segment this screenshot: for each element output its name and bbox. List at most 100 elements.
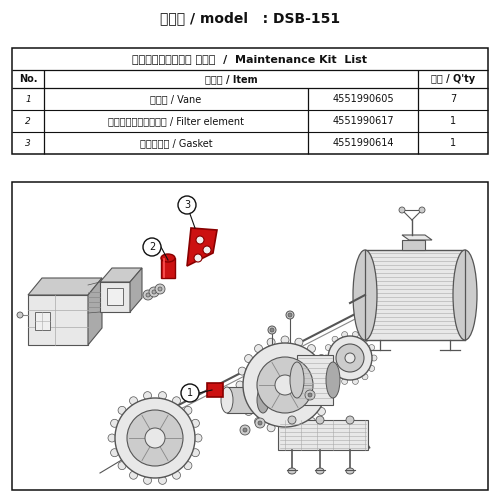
Ellipse shape bbox=[254, 418, 262, 426]
Ellipse shape bbox=[115, 398, 195, 478]
Ellipse shape bbox=[368, 366, 374, 372]
Ellipse shape bbox=[110, 420, 118, 428]
Ellipse shape bbox=[332, 336, 338, 342]
Ellipse shape bbox=[318, 354, 326, 362]
Text: 部品名 / Item: 部品名 / Item bbox=[204, 74, 258, 84]
Ellipse shape bbox=[305, 390, 315, 400]
Ellipse shape bbox=[244, 408, 252, 416]
Polygon shape bbox=[280, 432, 370, 448]
Ellipse shape bbox=[238, 395, 246, 403]
Ellipse shape bbox=[172, 397, 180, 405]
Ellipse shape bbox=[281, 336, 289, 344]
Polygon shape bbox=[28, 278, 102, 295]
Ellipse shape bbox=[326, 366, 332, 372]
Polygon shape bbox=[402, 240, 425, 250]
Ellipse shape bbox=[257, 357, 313, 413]
Polygon shape bbox=[35, 312, 50, 330]
Ellipse shape bbox=[346, 468, 354, 474]
Text: ベーン / Vane: ベーン / Vane bbox=[150, 94, 202, 104]
Text: ガスケット / Gasket: ガスケット / Gasket bbox=[140, 138, 212, 148]
Ellipse shape bbox=[323, 355, 329, 361]
Ellipse shape bbox=[118, 462, 126, 469]
Ellipse shape bbox=[324, 367, 332, 375]
Ellipse shape bbox=[270, 328, 274, 332]
Text: 4551990617: 4551990617 bbox=[332, 116, 394, 126]
Text: 2: 2 bbox=[149, 242, 155, 252]
Ellipse shape bbox=[152, 290, 156, 294]
Ellipse shape bbox=[143, 290, 153, 300]
Ellipse shape bbox=[267, 338, 275, 346]
Text: 3: 3 bbox=[184, 200, 190, 210]
Ellipse shape bbox=[353, 250, 377, 340]
Ellipse shape bbox=[295, 338, 303, 346]
Ellipse shape bbox=[281, 426, 289, 434]
Text: 2: 2 bbox=[25, 116, 31, 126]
Ellipse shape bbox=[258, 421, 262, 425]
Circle shape bbox=[178, 196, 196, 214]
Text: 3: 3 bbox=[25, 138, 31, 147]
Ellipse shape bbox=[336, 344, 364, 372]
Polygon shape bbox=[100, 268, 142, 282]
Ellipse shape bbox=[192, 420, 200, 428]
Ellipse shape bbox=[308, 393, 312, 397]
Ellipse shape bbox=[196, 236, 204, 244]
Ellipse shape bbox=[149, 287, 159, 297]
Text: フィルターエレメント / Filter element: フィルターエレメント / Filter element bbox=[108, 116, 244, 126]
Ellipse shape bbox=[257, 387, 269, 413]
Ellipse shape bbox=[243, 428, 247, 432]
Ellipse shape bbox=[236, 381, 244, 389]
Ellipse shape bbox=[362, 374, 368, 380]
Text: メンテナンスキット リスト  /  Maintenance Kit  List: メンテナンスキット リスト / Maintenance Kit List bbox=[132, 54, 368, 64]
Ellipse shape bbox=[342, 378, 347, 384]
Circle shape bbox=[181, 384, 199, 402]
Ellipse shape bbox=[127, 410, 183, 466]
Ellipse shape bbox=[316, 416, 324, 424]
Ellipse shape bbox=[144, 476, 152, 484]
Ellipse shape bbox=[184, 462, 192, 469]
Text: 7: 7 bbox=[450, 94, 456, 104]
Ellipse shape bbox=[453, 250, 477, 340]
Polygon shape bbox=[227, 387, 263, 413]
Ellipse shape bbox=[240, 425, 250, 435]
Ellipse shape bbox=[368, 344, 374, 350]
Text: 1: 1 bbox=[450, 116, 456, 126]
Ellipse shape bbox=[328, 336, 372, 380]
Polygon shape bbox=[130, 268, 142, 312]
Ellipse shape bbox=[194, 254, 202, 262]
Text: 4551990605: 4551990605 bbox=[332, 94, 394, 104]
Ellipse shape bbox=[419, 207, 425, 213]
Text: 1: 1 bbox=[25, 94, 31, 104]
Ellipse shape bbox=[308, 418, 316, 426]
Ellipse shape bbox=[17, 312, 23, 318]
Polygon shape bbox=[297, 355, 333, 405]
Ellipse shape bbox=[238, 367, 246, 375]
Ellipse shape bbox=[342, 332, 347, 338]
Ellipse shape bbox=[158, 476, 166, 484]
Ellipse shape bbox=[316, 468, 324, 474]
Ellipse shape bbox=[275, 375, 295, 395]
Ellipse shape bbox=[161, 254, 175, 262]
Ellipse shape bbox=[130, 397, 138, 405]
Polygon shape bbox=[207, 383, 223, 397]
Ellipse shape bbox=[286, 311, 294, 319]
Ellipse shape bbox=[288, 313, 292, 317]
Ellipse shape bbox=[346, 416, 354, 424]
Text: 数量 / Q'ty: 数量 / Q'ty bbox=[431, 74, 475, 84]
Ellipse shape bbox=[295, 424, 303, 432]
Ellipse shape bbox=[158, 392, 166, 400]
Ellipse shape bbox=[192, 448, 200, 456]
Ellipse shape bbox=[324, 395, 332, 403]
Polygon shape bbox=[278, 420, 368, 450]
Ellipse shape bbox=[221, 387, 233, 413]
Ellipse shape bbox=[118, 406, 126, 414]
Ellipse shape bbox=[243, 343, 327, 427]
Ellipse shape bbox=[308, 344, 316, 352]
Ellipse shape bbox=[326, 344, 332, 350]
Ellipse shape bbox=[130, 471, 138, 479]
Ellipse shape bbox=[144, 392, 152, 400]
Polygon shape bbox=[107, 288, 123, 305]
Polygon shape bbox=[402, 235, 432, 240]
Ellipse shape bbox=[371, 355, 377, 361]
Ellipse shape bbox=[362, 336, 368, 342]
Polygon shape bbox=[365, 250, 465, 340]
